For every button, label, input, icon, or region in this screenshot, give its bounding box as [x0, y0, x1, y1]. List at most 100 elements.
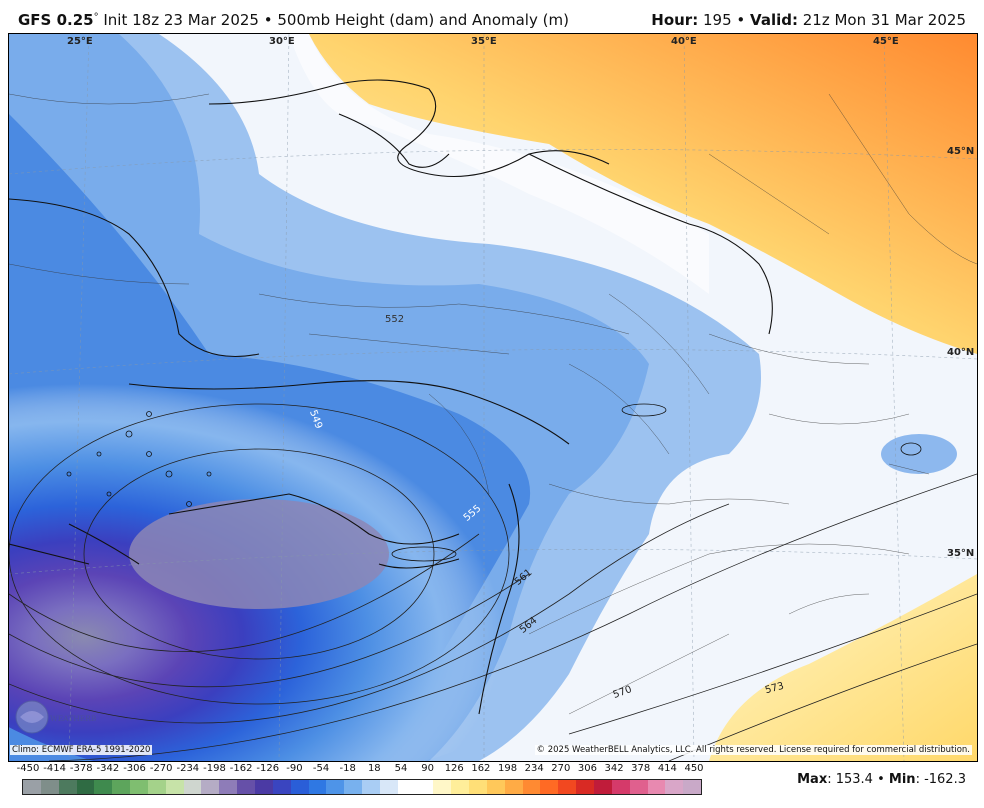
header-valid: Hour: 195 • Valid: 21z Mon 31 Mar 2025	[651, 11, 966, 29]
legend-tick-label: -54	[312, 763, 330, 774]
legend-tick-label: 378	[631, 763, 651, 774]
legend-color-swatch	[112, 780, 131, 794]
legend-colorbar	[22, 779, 702, 795]
legend-color-swatch	[594, 780, 612, 794]
min-value: -162.3	[924, 772, 966, 787]
legend-color-swatch	[58, 780, 77, 794]
legend-color-swatch	[76, 780, 95, 794]
lon-label: 45°E	[873, 36, 899, 47]
copyright-note: © 2025 WeatherBELL Analytics, LLC. All r…	[534, 745, 972, 755]
field-name: 500mb Height (dam) and Anomaly (m)	[277, 11, 569, 29]
legend-tick-label: -378	[69, 763, 93, 774]
legend-tick-label: 54	[394, 763, 408, 774]
legend-tick-label: 306	[577, 763, 597, 774]
legend-color-swatch	[665, 780, 684, 794]
legend-tick-label: -90	[286, 763, 303, 774]
color-legend: -450 -414 -378 -342 -306 -270 -234 -198 -162 -126…	[16, 763, 706, 803]
legend-color-swatch	[433, 780, 452, 794]
legend-color-swatch	[165, 780, 184, 794]
valid-value: 21z Mon 31 Mar 2025	[802, 11, 966, 29]
legend-color-swatch	[130, 780, 148, 794]
legend-tick-label: 18	[367, 763, 381, 774]
legend-tick-label: 450	[684, 763, 704, 774]
legend-color-swatch	[486, 780, 505, 794]
legend-tick-label: -342	[96, 763, 120, 774]
legend-tick-label: 162	[471, 763, 491, 774]
max-value: 153.4	[835, 772, 873, 787]
legend-color-swatch	[522, 780, 541, 794]
min-label: Min	[888, 772, 916, 787]
legend-color-swatch	[147, 780, 166, 794]
legend-color-swatch	[647, 780, 666, 794]
lon-label: 30°E	[269, 36, 295, 47]
degree-symbol: °	[93, 12, 99, 23]
legend-tick-label: -126	[256, 763, 280, 774]
hour-label: Hour:	[651, 11, 699, 29]
lat-label: 40°N	[947, 347, 975, 358]
header-title: GFS 0.25° Init 18z 23 Mar 2025 • 500mb H…	[18, 11, 569, 29]
legend-tick-label: -306	[123, 763, 146, 774]
lon-label: 35°E	[471, 36, 497, 47]
legend-color-swatch	[683, 780, 702, 794]
legend-color-swatch	[611, 780, 630, 794]
lon-label: 25°E	[67, 36, 93, 47]
bullet: •	[877, 772, 885, 787]
legend-tick-label: -414	[43, 763, 66, 774]
lon-label: 40°E	[671, 36, 697, 47]
legend-tick-label: 198	[497, 763, 518, 774]
legend-color-swatch	[183, 780, 202, 794]
legend-color-swatch	[362, 780, 380, 794]
lat-label: 35°N	[947, 548, 975, 559]
model-name: GFS 0.25	[18, 11, 94, 29]
legend-tick-label: 234	[524, 763, 544, 774]
valid-label: Valid:	[750, 11, 798, 29]
legend-tick-label: -270	[149, 763, 173, 774]
legend-tick-label: 414	[657, 763, 677, 774]
forecast-map[interactable]: 25°E 30°E 35°E 40°E 45°E 45°N 40°N 35°N …	[8, 33, 978, 762]
legend-color-swatch	[290, 780, 309, 794]
legend-tick-label: 270	[551, 763, 571, 774]
climo-note: Climo: ECMWF ERA-5 1991-2020	[10, 745, 153, 755]
legend-color-swatch	[558, 780, 577, 794]
map-graphic	[9, 34, 977, 761]
legend-color-swatch	[504, 780, 523, 794]
weatherbell-logo: WEATHERBELL	[14, 697, 112, 737]
legend-color-swatch	[23, 780, 41, 794]
legend-color-swatch	[94, 780, 113, 794]
max-min-readout: Max: 153.4 • Min: -162.3	[797, 772, 966, 787]
legend-tick-label: 342	[604, 763, 624, 774]
legend-tick-label: -198	[203, 763, 226, 774]
bullet: •	[263, 11, 273, 29]
legend-color-swatch	[629, 780, 648, 794]
legend-color-swatch	[397, 780, 416, 794]
legend-tick-label: 126	[444, 763, 464, 774]
legend-color-swatch	[40, 780, 59, 794]
lat-label: 45°N	[947, 146, 975, 157]
legend-color-swatch	[451, 780, 470, 794]
legend-color-swatch	[237, 780, 255, 794]
hour-value: 195	[702, 11, 732, 29]
legend-color-swatch	[308, 780, 327, 794]
legend-color-swatch	[576, 780, 594, 794]
legend-tick-label: -18	[339, 763, 356, 774]
legend-tick-label: -162	[229, 763, 253, 774]
legend-tick-label: -234	[176, 763, 200, 774]
legend-color-swatch	[469, 780, 487, 794]
legend-color-swatch	[344, 780, 363, 794]
bullet: •	[736, 11, 746, 29]
legend-color-swatch	[272, 780, 291, 794]
svg-text:WEATHERBELL: WEATHERBELL	[50, 714, 96, 723]
map-header: GFS 0.25° Init 18z 23 Mar 2025 • 500mb H…	[0, 0, 984, 34]
legend-color-swatch	[540, 780, 559, 794]
legend-tick-label: -450	[16, 763, 40, 774]
legend-color-swatch	[201, 780, 220, 794]
legend-color-swatch	[326, 780, 345, 794]
legend-color-swatch	[254, 780, 273, 794]
legend-tick-label: 90	[421, 763, 434, 774]
legend-ticks: -450 -414 -378 -342 -306 -270 -234 -198 -162 -126…	[16, 763, 706, 777]
legend-color-swatch	[415, 780, 434, 794]
contour-label: 552	[385, 314, 405, 325]
legend-color-swatch	[379, 780, 398, 794]
legend-color-swatch	[219, 780, 238, 794]
init-time: Init 18z 23 Mar 2025	[103, 11, 259, 29]
